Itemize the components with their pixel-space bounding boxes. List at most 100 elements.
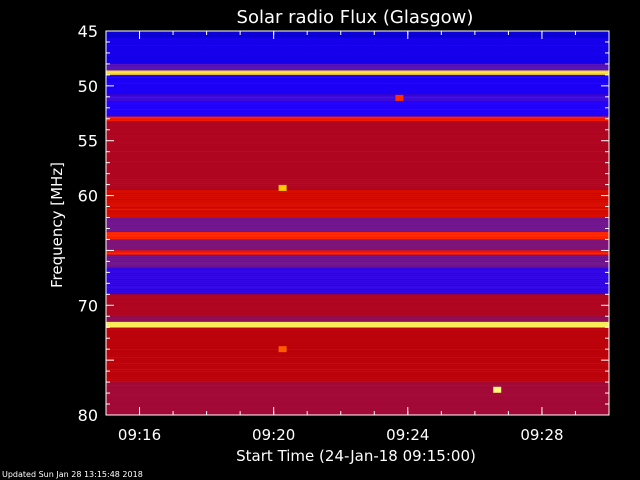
texture-line <box>106 231 609 232</box>
texture-line <box>106 325 609 326</box>
texture-line <box>106 213 609 214</box>
texture-line <box>106 133 609 134</box>
texture-line <box>106 247 609 248</box>
texture-line <box>106 55 609 56</box>
texture-line <box>106 45 609 46</box>
texture-line <box>106 189 609 190</box>
texture-line <box>106 33 609 34</box>
texture-line <box>106 93 609 94</box>
texture-line <box>106 109 609 110</box>
x-axis: 09:16 09:20 09:24 09:28 <box>105 31 610 444</box>
texture-line <box>106 61 609 62</box>
texture-line <box>106 147 609 148</box>
texture-line <box>106 149 609 150</box>
texture-line <box>106 273 609 274</box>
y-tick-label: 60 <box>78 187 98 206</box>
texture-line <box>106 243 609 244</box>
frequency-band <box>106 327 609 383</box>
texture-line <box>106 159 609 160</box>
texture-line <box>106 115 609 116</box>
frequency-band <box>106 321 609 328</box>
texture-line <box>106 267 609 268</box>
texture-line <box>106 139 609 140</box>
texture-line <box>106 287 609 288</box>
texture-line <box>106 261 609 262</box>
texture-line <box>106 411 609 412</box>
texture-line <box>106 143 609 144</box>
texture-line <box>106 121 609 122</box>
texture-line <box>106 351 609 352</box>
texture-line <box>106 131 609 132</box>
texture-line <box>106 343 609 344</box>
texture-line <box>106 179 609 180</box>
texture-line <box>106 195 609 196</box>
texture-line <box>106 227 609 228</box>
updated-timestamp: Updated Sun Jan 28 13:15:48 2018 <box>2 470 143 479</box>
texture-line <box>106 395 609 396</box>
frequency-band <box>106 31 609 38</box>
texture-line <box>106 381 609 382</box>
texture-line <box>106 79 609 80</box>
radio-burst <box>278 346 287 353</box>
texture-line <box>106 327 609 328</box>
texture-line <box>106 209 609 210</box>
texture-line <box>106 103 609 104</box>
texture-line <box>106 73 609 74</box>
texture-line <box>106 237 609 238</box>
texture-line <box>106 161 609 162</box>
texture-line <box>106 59 609 60</box>
texture-line <box>106 37 609 38</box>
frequency-band <box>106 250 609 255</box>
texture-line <box>106 205 609 206</box>
texture-line <box>106 257 609 258</box>
texture-line <box>106 125 609 126</box>
texture-line <box>106 333 609 334</box>
texture-line <box>106 363 609 364</box>
texture-line <box>106 221 609 222</box>
texture-line <box>106 293 609 294</box>
texture-line <box>106 135 609 136</box>
texture-line <box>106 223 609 224</box>
texture-line <box>106 123 609 124</box>
texture-line <box>106 391 609 392</box>
texture-line <box>106 393 609 394</box>
texture-line <box>106 155 609 156</box>
texture-line <box>106 387 609 388</box>
texture-line <box>106 349 609 350</box>
radio-burst <box>493 386 502 393</box>
texture-line <box>106 211 609 212</box>
texture-line <box>106 285 609 286</box>
texture-line <box>106 341 609 342</box>
texture-line <box>106 81 609 82</box>
chart-title: Solar radio Flux (Glasgow) <box>237 7 474 28</box>
texture-line <box>106 377 609 378</box>
texture-line <box>106 207 609 208</box>
texture-line <box>106 323 609 324</box>
texture-line <box>106 297 609 298</box>
texture-line <box>106 319 609 320</box>
texture-line <box>106 99 609 100</box>
texture-line <box>106 397 609 398</box>
radio-burst <box>278 184 287 191</box>
texture-line <box>106 305 609 306</box>
texture-line <box>106 183 609 184</box>
y-tick-label: 80 <box>78 406 98 425</box>
texture-line <box>106 315 609 316</box>
texture-line <box>106 39 609 40</box>
texture-line <box>106 275 609 276</box>
texture-line <box>106 75 609 76</box>
texture-line <box>106 271 609 272</box>
texture-line <box>106 95 609 96</box>
texture-line <box>106 283 609 284</box>
texture-line <box>106 35 609 36</box>
texture-line <box>106 67 609 68</box>
texture-line <box>106 175 609 176</box>
texture-line <box>106 249 609 250</box>
texture-line <box>106 71 609 72</box>
texture-line <box>106 403 609 404</box>
texture-line <box>106 101 609 102</box>
texture-line <box>106 337 609 338</box>
texture-line <box>106 401 609 402</box>
texture-line <box>106 277 609 278</box>
texture-line <box>106 303 609 304</box>
